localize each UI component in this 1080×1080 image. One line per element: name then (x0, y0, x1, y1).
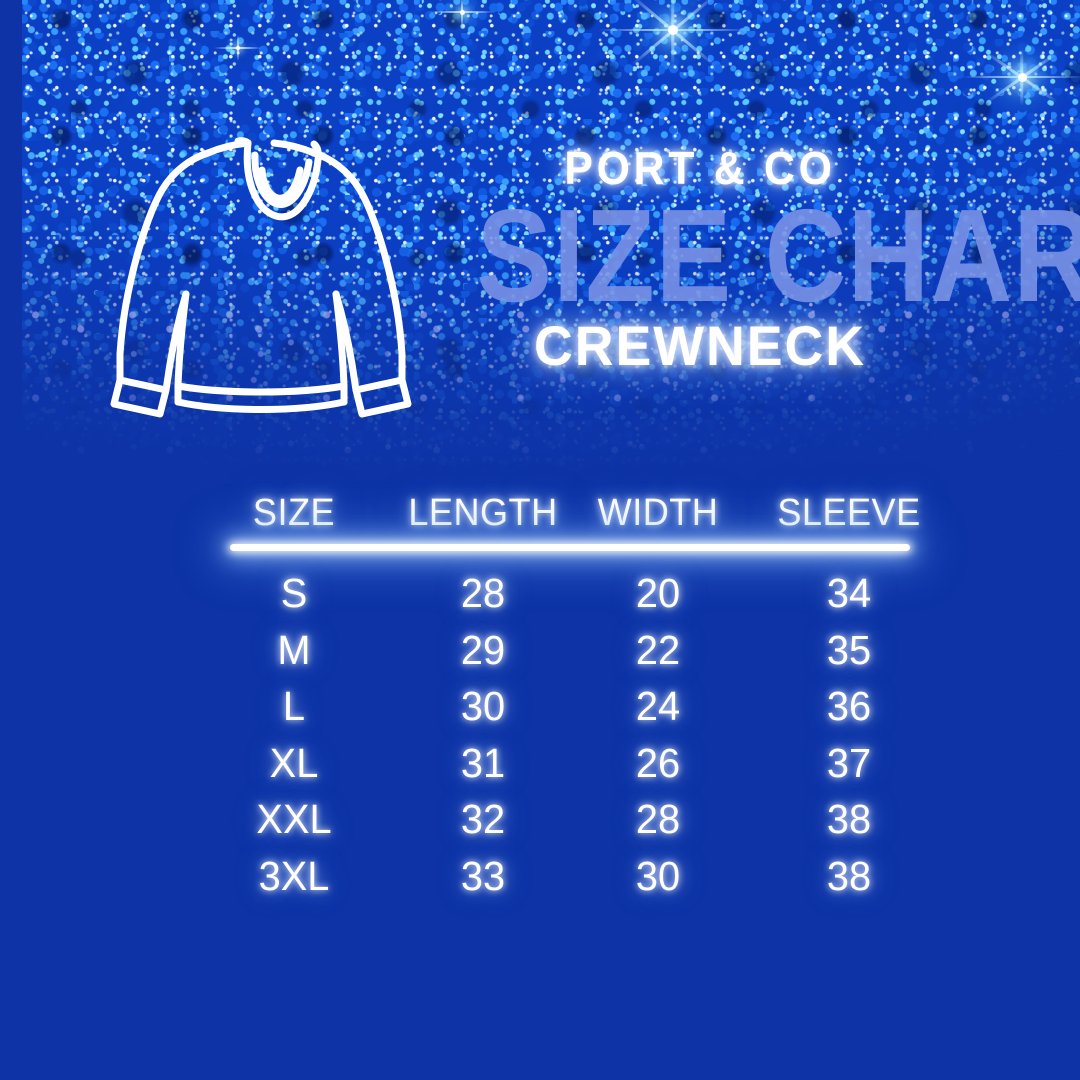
cell-size: L (282, 683, 306, 730)
cell-sleeve: 38 (826, 852, 872, 899)
table-body: S 28 20 34 M 29 22 35 L 30 24 36 XL 31 2… (190, 565, 950, 904)
table-row: XL 31 26 37 (190, 735, 950, 792)
cell-sleeve: 38 (826, 796, 872, 843)
page-title: SIZE CHART (476, 182, 1080, 329)
cell-length: 30 (460, 683, 506, 730)
cell-sleeve: 37 (826, 739, 872, 786)
cell-sleeve: 34 (826, 570, 872, 616)
table-row: XXL 32 28 38 (190, 791, 950, 848)
title-block: PORT & CO SIZE CHART CREWNECK (440, 142, 1080, 378)
table-row: 3XL 33 30 38 (190, 848, 950, 905)
cell-size: M (277, 626, 311, 673)
cell-length: 33 (460, 852, 506, 899)
page-subtitle: CREWNECK (534, 314, 866, 378)
cell-sleeve: 36 (826, 683, 872, 730)
cell-width: 24 (635, 683, 681, 730)
brand-name: PORT & CO (564, 142, 836, 194)
cell-length: 29 (460, 626, 506, 673)
cell-length: 28 (460, 570, 506, 616)
cell-length: 32 (460, 796, 506, 843)
header-divider (230, 544, 910, 551)
column-header-sleeve: SLEEVE (777, 492, 921, 534)
cell-size: S (280, 570, 308, 616)
column-header-size: SIZE (252, 492, 336, 534)
cell-width: 26 (635, 739, 681, 786)
table-row: L 30 24 36 (190, 678, 950, 735)
left-margin-strip (0, 0, 22, 560)
column-header-width: WIDTH (597, 492, 719, 534)
cell-width: 22 (635, 626, 681, 673)
cell-width: 28 (635, 796, 681, 843)
column-header-length: LENGTH (408, 492, 558, 534)
table-row: M 29 22 35 (190, 622, 950, 679)
cell-sleeve: 35 (826, 626, 872, 673)
crewneck-sweatshirt-icon (96, 118, 426, 430)
size-chart-table: SIZE LENGTH WIDTH SLEEVE S 28 20 34 M 29… (190, 494, 950, 904)
cell-width: 30 (635, 852, 681, 899)
table-row: S 28 20 34 (190, 565, 950, 622)
cell-size: 3XL (258, 852, 330, 899)
cell-width: 20 (635, 570, 681, 616)
cell-size: XXL (256, 796, 332, 843)
cell-size: XL (269, 739, 319, 786)
table-header-row: SIZE LENGTH WIDTH SLEEVE (190, 494, 950, 532)
cell-length: 31 (460, 739, 506, 786)
